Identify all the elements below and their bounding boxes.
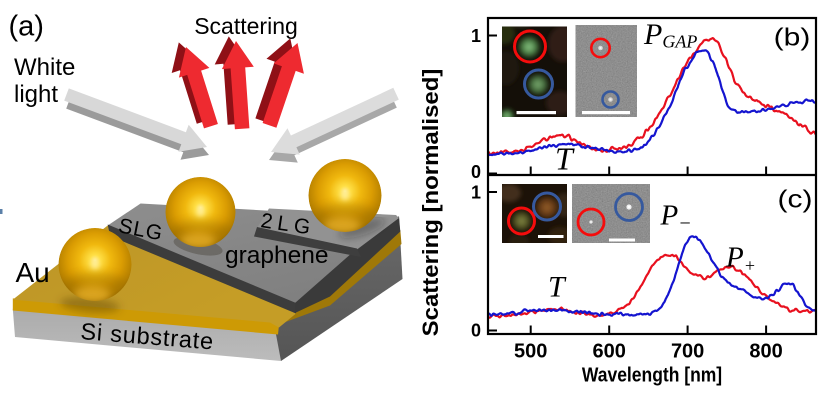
svg-text:T: T <box>555 141 575 177</box>
svg-text:(b): (b) <box>774 23 811 51</box>
svg-text:700: 700 <box>671 341 704 363</box>
svg-text:light: light <box>14 81 58 108</box>
svg-text:Wavelength [nm]: Wavelength [nm] <box>582 363 722 385</box>
svg-text:1: 1 <box>471 183 481 203</box>
svg-text:graphene: graphene <box>225 242 329 269</box>
svg-text:500: 500 <box>514 341 547 363</box>
svg-text:(c): (c) <box>778 185 813 213</box>
svg-text:(a): (a) <box>9 11 44 43</box>
svg-text:600: 600 <box>592 341 625 363</box>
svg-text:1: 1 <box>471 26 481 46</box>
svg-text:Scattering [normalised]: Scattering [normalised] <box>418 69 443 337</box>
svg-text:0: 0 <box>471 162 481 182</box>
svg-text:T: T <box>548 271 567 304</box>
svg-text:0: 0 <box>471 321 481 341</box>
svg-text:White: White <box>14 54 75 81</box>
svg-text:Scattering: Scattering <box>194 13 298 39</box>
svg-text:Au: Au <box>16 257 50 288</box>
svg-text:800: 800 <box>749 341 782 363</box>
